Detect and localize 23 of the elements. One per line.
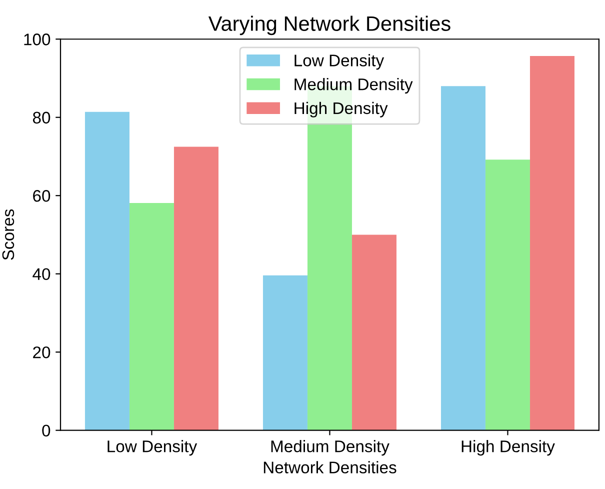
y-tick-label: 60 bbox=[33, 190, 50, 202]
legend-label: Low Density bbox=[294, 54, 384, 70]
bar bbox=[129, 203, 174, 430]
chart-title: Varying Network Densities bbox=[208, 16, 450, 36]
bar bbox=[530, 56, 574, 430]
bar bbox=[174, 146, 218, 430]
x-tick-label: Medium Density bbox=[271, 440, 390, 456]
y-tick-label: 100 bbox=[24, 34, 50, 46]
bar bbox=[352, 234, 396, 430]
legend-label: Medium Density bbox=[294, 78, 413, 94]
y-axis-title: Scores bbox=[2, 209, 14, 260]
x-axis-title: Network Densities bbox=[264, 461, 396, 474]
bar bbox=[485, 160, 530, 430]
bar bbox=[84, 112, 130, 430]
y-tick-label: 0 bbox=[42, 424, 50, 437]
y-tick-label: 40 bbox=[32, 268, 50, 280]
bar bbox=[262, 275, 308, 430]
y-tick-label: 80 bbox=[32, 112, 50, 124]
legend-label: High Density bbox=[294, 102, 388, 118]
x-tick-label: Low Density bbox=[108, 440, 198, 456]
bar bbox=[440, 86, 486, 430]
y-tick-label: 20 bbox=[33, 346, 50, 358]
x-tick-label: High Density bbox=[462, 440, 555, 456]
